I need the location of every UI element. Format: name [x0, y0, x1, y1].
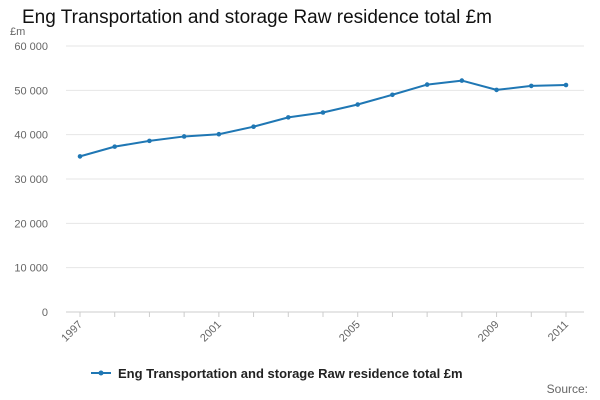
x-tick-label: 2001	[198, 319, 224, 345]
axes: 0 10 000 20 000 30 000 40 000 50 000 60 000 199…	[14, 41, 584, 344]
y-tick-label: 30 000	[14, 174, 48, 186]
chart-title: Eng Transportation and storage Raw resid…	[22, 7, 492, 28]
x-tick-label: 1997	[59, 319, 85, 345]
data-point[interactable]	[355, 102, 361, 107]
data-point[interactable]	[424, 82, 430, 87]
data-point[interactable]	[181, 134, 187, 139]
data-point[interactable]	[147, 138, 152, 144]
data-point[interactable]	[459, 78, 465, 83]
data-point[interactable]	[528, 83, 534, 89]
x-tick-label: 2009	[476, 319, 502, 345]
data-point[interactable]	[320, 110, 326, 115]
data-point[interactable]	[494, 87, 499, 93]
y-tick-label: 50 000	[14, 85, 48, 97]
y-tick-label: 20 000	[14, 218, 48, 230]
y-tick-label: 40 000	[14, 130, 48, 142]
x-tick-label: 2011	[546, 319, 571, 344]
series-layer	[77, 78, 569, 159]
data-point[interactable]	[77, 154, 83, 159]
data-point[interactable]	[112, 144, 118, 149]
source-label: Source:	[546, 382, 588, 396]
data-point[interactable]	[390, 92, 395, 98]
legend-label: Eng Transportation and storage Raw resid…	[118, 365, 463, 381]
y-tick-label: 10 000	[14, 263, 48, 275]
series-line	[79, 79, 567, 158]
legend-swatch-icon	[91, 370, 111, 376]
data-point[interactable]	[216, 131, 222, 137]
y-axis-unit-label: £m	[10, 26, 26, 38]
y-tick-label: 0	[42, 307, 48, 319]
y-tick-label: 60 000	[14, 41, 48, 53]
data-point[interactable]	[285, 115, 291, 120]
x-tick-label: 2005	[337, 319, 363, 345]
data-point[interactable]	[563, 82, 569, 88]
legend[interactable]: Eng Transportation and storage Raw resid…	[90, 365, 463, 381]
data-point[interactable]	[251, 124, 256, 129]
gridlines	[66, 45, 584, 269]
